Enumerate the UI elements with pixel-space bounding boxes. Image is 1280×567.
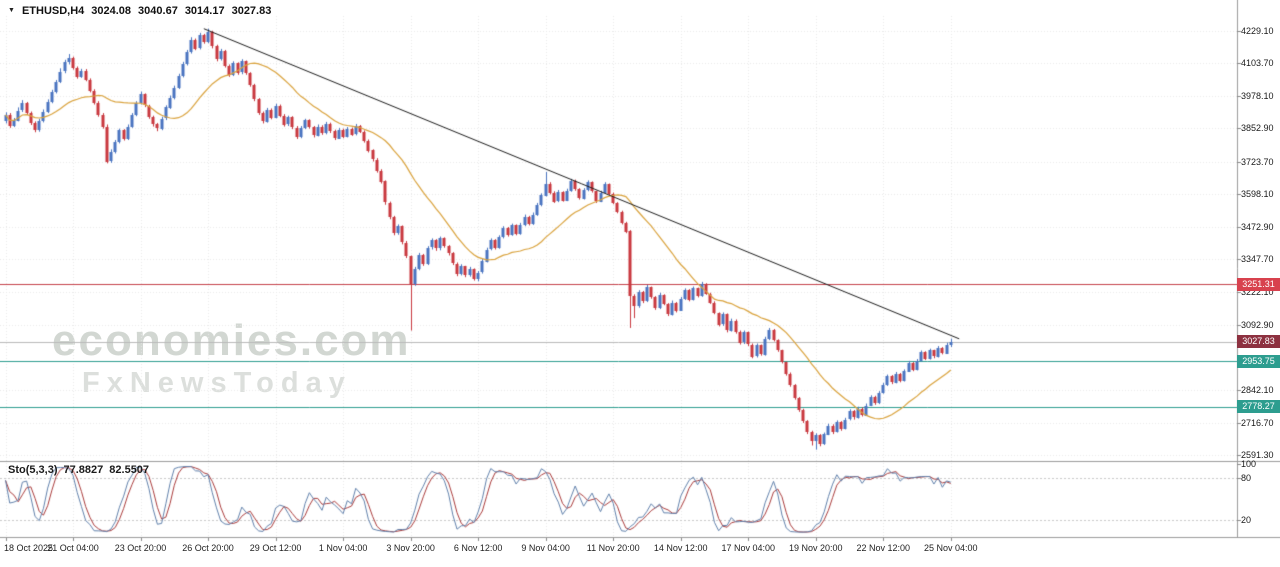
price-chart-canvas[interactable] (0, 0, 1280, 567)
mt4-chart-window: economies.com FxNewsToday ▼ ETHUSD,H4 30… (0, 0, 1280, 567)
